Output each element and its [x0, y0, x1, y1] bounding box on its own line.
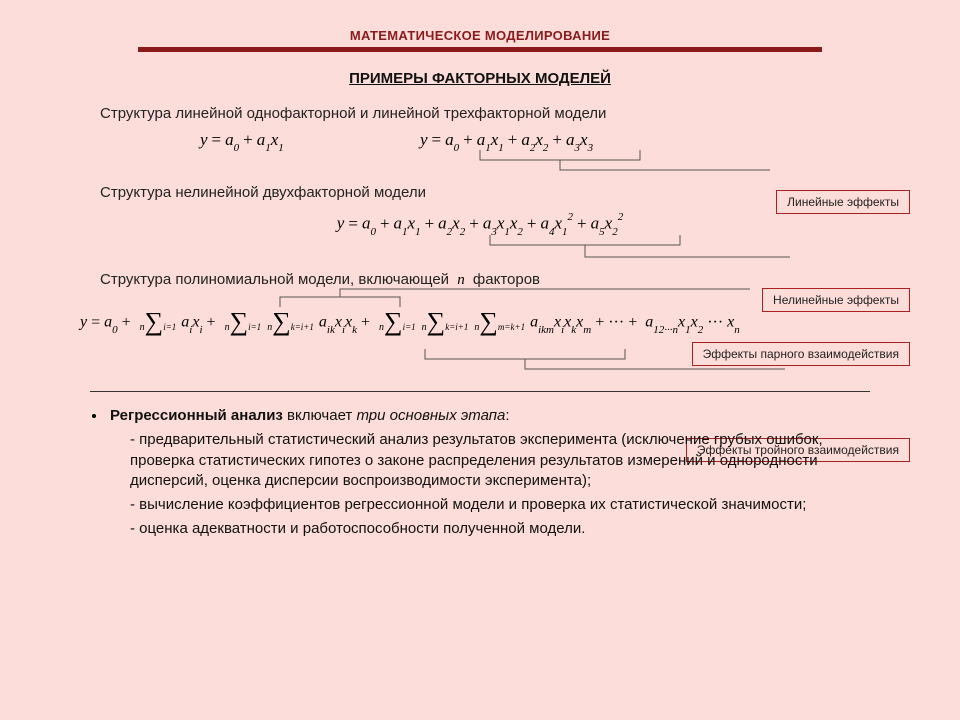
- bullet-lead-rest: включает: [283, 407, 357, 424]
- regression-bullet: Регрессионный анализ включает три основн…: [110, 406, 860, 540]
- connector-nonlinear: [490, 235, 810, 269]
- equation-row-2: y=a0+a1x1+a2x2+a3x1x2+a4x12+a5x22: [100, 209, 860, 257]
- eq2: y=a0+a1x1+a2x2+a3x1x2+a4x12+a5x22: [337, 213, 623, 236]
- equation-row-1: y=a0+a1x1 y=a0+a1x1+a2x2+a3x3: [100, 130, 860, 170]
- header-rule: [138, 47, 822, 52]
- bullet-lead-bold: Регрессионный анализ: [110, 407, 283, 424]
- section-1-text: Структура линейной однофакторной и линей…: [100, 105, 860, 122]
- bullet-p2: - вычисление коэффициентов регрессионной…: [130, 495, 860, 515]
- header-title: МАТЕМАТИЧЕСКОЕ МОДЕЛИРОВАНИЕ: [40, 28, 920, 43]
- bullet-p1: - предварительный статистический анализ …: [130, 430, 860, 491]
- slide-page: МАТЕМАТИЧЕСКОЕ МОДЕЛИРОВАНИЕ ПРИМЕРЫ ФАК…: [0, 0, 960, 720]
- bullet-lead-ital: три основных этапа: [356, 407, 505, 424]
- equation-row-3: y=a0+ n∑i=1 aixi+ n∑i=1 n∑k=i+1 aikxixk+…: [80, 297, 900, 367]
- bullet-dot-icon: [92, 414, 96, 418]
- bullet-lead: Регрессионный анализ включает три основн…: [110, 406, 860, 426]
- section-2-text: Структура нелинейной двухфакторной модел…: [100, 184, 860, 201]
- eq1-right: y=a0+a1x1+a2x2+a3x3: [420, 130, 593, 152]
- connector-triple: [425, 349, 805, 377]
- subtitle: ПРИМЕРЫ ФАКТОРНЫХ МОДЕЛЕЙ: [40, 70, 920, 87]
- connector-pair: [280, 289, 760, 309]
- bullet-p3: - оценка адекватности и работоспособност…: [130, 519, 860, 539]
- section-3-text: Структура полиномиальной модели, включаю…: [100, 271, 860, 289]
- section-3-text-b: факторов: [473, 271, 540, 288]
- connector-linear: [480, 150, 780, 180]
- section-3-text-a: Структура полиномиальной модели, включаю…: [100, 271, 449, 288]
- eq3: y=a0+ n∑i=1 aixi+ n∑i=1 n∑k=i+1 aikxixk+…: [80, 311, 740, 335]
- eq1-left: y=a0+a1x1: [200, 130, 284, 152]
- content-divider: [90, 391, 870, 392]
